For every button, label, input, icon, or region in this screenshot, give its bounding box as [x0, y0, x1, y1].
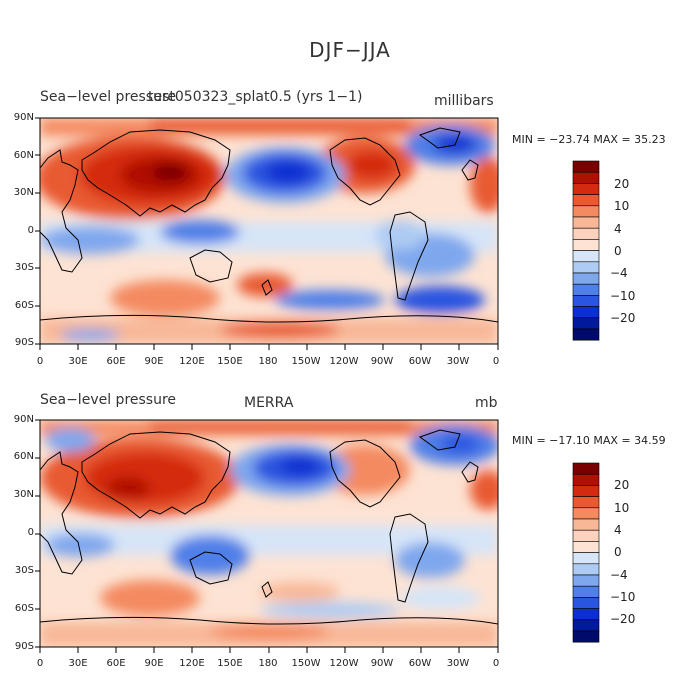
colorbar-label: 0 [614, 244, 622, 258]
lon-label: 60E [106, 658, 126, 669]
colorbar-label: 4 [614, 523, 622, 537]
lon-label: 0 [36, 356, 44, 367]
lat-label: 30S [14, 565, 34, 576]
colorbar-label: 20 [614, 177, 630, 191]
lon-label: 150E [217, 356, 243, 367]
colorbar-1 [572, 160, 600, 341]
colorbar-label: −4 [610, 568, 628, 582]
lon-label: 60W [408, 658, 432, 669]
lon-label: 30W [446, 356, 470, 367]
colorbar-2 [572, 462, 600, 643]
pressure-field [40, 420, 498, 647]
lon-label: 60W [408, 356, 432, 367]
panel2-center-title: MERRA [244, 395, 294, 411]
colorbar-label: 0 [614, 545, 622, 559]
lon-label: 180 [258, 658, 278, 669]
pressure-field [40, 118, 498, 344]
lon-label: 0 [492, 658, 500, 669]
panel2-units: mb [475, 395, 498, 411]
lon-label: 30W [446, 658, 470, 669]
lon-label: 180 [258, 356, 278, 367]
lat-label: 90N [13, 414, 34, 425]
lat-label: 30N [13, 187, 34, 198]
lat-label: 30N [13, 489, 34, 500]
lon-label: 90W [370, 356, 394, 367]
lat-label: 0 [27, 225, 34, 236]
lat-label: 90S [14, 337, 34, 348]
panel1-center-title: test050323_splat0.5 (yrs 1−1) [148, 89, 363, 105]
lon-label: 150E [217, 658, 243, 669]
lat-label: 30S [14, 262, 34, 273]
lon-label: 90E [144, 356, 164, 367]
lon-label: 30E [68, 356, 88, 367]
lat-label: 90N [13, 112, 34, 123]
colorbar-label: −10 [610, 590, 636, 604]
lon-label: 30E [68, 658, 88, 669]
axis-ticks [35, 419, 499, 653]
lon-label: 90E [144, 658, 164, 669]
colorbar-label: 20 [614, 478, 630, 492]
colorbar-label: −10 [610, 289, 636, 303]
colorbar-label: 10 [614, 501, 630, 515]
lat-label: 0 [27, 527, 34, 538]
lon-label: 0 [36, 658, 44, 669]
panel2-left-title: Sea−level pressure [40, 392, 177, 408]
lon-label: 0 [492, 356, 500, 367]
colorbar-label: 10 [614, 199, 630, 213]
coastlines [40, 429, 498, 625]
colorbar-label: −20 [610, 311, 636, 325]
lat-label: 90S [14, 641, 34, 652]
lat-label: 60S [14, 300, 34, 311]
coastlines [40, 127, 498, 323]
panel1-map [40, 118, 498, 344]
colorbar-label: −20 [610, 612, 636, 626]
lon-label: 120W [329, 356, 359, 367]
lon-label: 120W [329, 658, 359, 669]
figure-title: DJF−JJA [309, 38, 391, 62]
panel2-map [40, 420, 498, 647]
colorbar-label: −4 [610, 266, 628, 280]
lat-label: 60N [13, 451, 34, 462]
panel1-units: millibars [434, 93, 494, 109]
lon-label: 90W [370, 658, 394, 669]
panel2-stats: MIN = −17.10 MAX = 34.59 [512, 434, 666, 447]
lon-label: 120E [179, 658, 205, 669]
panel1-stats: MIN = −23.74 MAX = 35.23 [512, 133, 666, 146]
lon-label: 150W [291, 356, 321, 367]
lat-label: 60N [13, 150, 34, 161]
axis-ticks [35, 117, 499, 350]
colorbar-label: 4 [614, 222, 622, 236]
panel1-left-title: Sea−level pressure [40, 89, 177, 105]
lat-label: 60S [14, 603, 34, 614]
lon-label: 120E [179, 356, 205, 367]
lon-label: 60E [106, 356, 126, 367]
lon-label: 150W [291, 658, 321, 669]
